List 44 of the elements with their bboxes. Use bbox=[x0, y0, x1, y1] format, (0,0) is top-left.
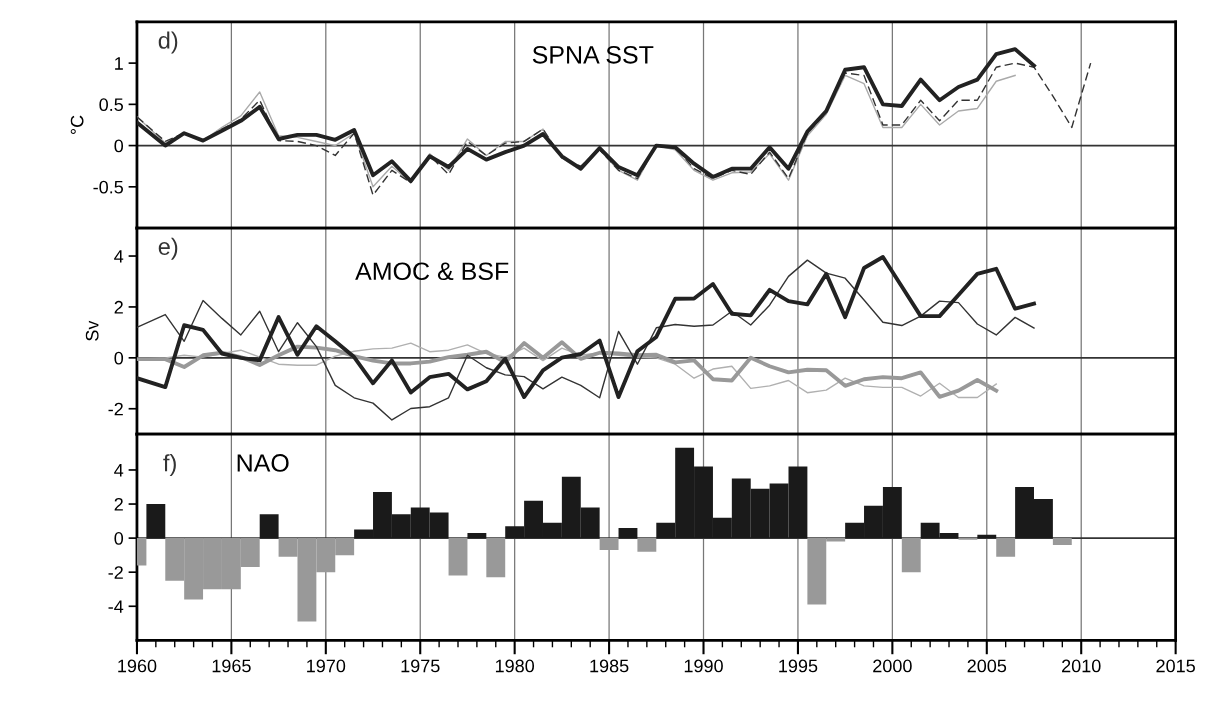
bar bbox=[448, 538, 468, 576]
bar bbox=[146, 504, 166, 539]
x-tick-label: 1960 bbox=[118, 659, 157, 673]
x-tick-label: 1980 bbox=[495, 659, 535, 673]
x-tick-label: 1970 bbox=[307, 659, 346, 673]
annotation: f) bbox=[163, 454, 176, 477]
y-tick-label: 0 bbox=[114, 139, 124, 153]
annotation: NAO bbox=[237, 454, 289, 472]
bar bbox=[637, 538, 657, 552]
y-tick-label: -2 bbox=[108, 402, 123, 416]
y-tick-label: 4 bbox=[114, 464, 124, 477]
annotation: SPNA SST bbox=[532, 45, 654, 64]
x-tick-label: 2010 bbox=[1062, 659, 1101, 673]
y-tick-label: 0 bbox=[114, 351, 124, 365]
bar bbox=[486, 538, 506, 578]
y-tick-label: -2 bbox=[108, 566, 123, 579]
annotation: e) bbox=[158, 237, 178, 260]
annotation: AMOC & BSF bbox=[355, 262, 509, 281]
x-tick-label: 2015 bbox=[1156, 659, 1195, 673]
bar bbox=[259, 514, 279, 539]
bar bbox=[996, 538, 1016, 557]
y-tick-label: 2 bbox=[114, 300, 123, 314]
y-axis-title: °C bbox=[70, 115, 84, 135]
bar bbox=[1052, 538, 1072, 545]
x-tick-label: 1995 bbox=[779, 659, 818, 673]
bar bbox=[467, 533, 487, 539]
y-tick-label: 1 bbox=[115, 57, 123, 70]
bar bbox=[618, 527, 638, 539]
y-axis-title: Sv bbox=[85, 320, 99, 341]
x-tick-label: 2000 bbox=[873, 659, 912, 673]
y-tick-label: 4 bbox=[114, 250, 124, 263]
x-tick-label: 1990 bbox=[684, 659, 723, 673]
bar bbox=[599, 538, 619, 551]
y-tick-label: -0.5 bbox=[93, 180, 124, 194]
y-tick-label: -4 bbox=[108, 600, 124, 613]
y-tick-label: 0 bbox=[114, 532, 124, 545]
annotation: d) bbox=[158, 31, 178, 54]
x-tick-label: 1965 bbox=[212, 659, 251, 673]
x-tick-label: 2005 bbox=[967, 659, 1007, 673]
y-tick-label: 2 bbox=[114, 497, 123, 511]
y-tick-label: 0.5 bbox=[99, 98, 124, 112]
bar bbox=[901, 538, 921, 573]
x-tick-label: 1975 bbox=[401, 659, 440, 673]
x-tick-label: 1985 bbox=[590, 659, 629, 673]
